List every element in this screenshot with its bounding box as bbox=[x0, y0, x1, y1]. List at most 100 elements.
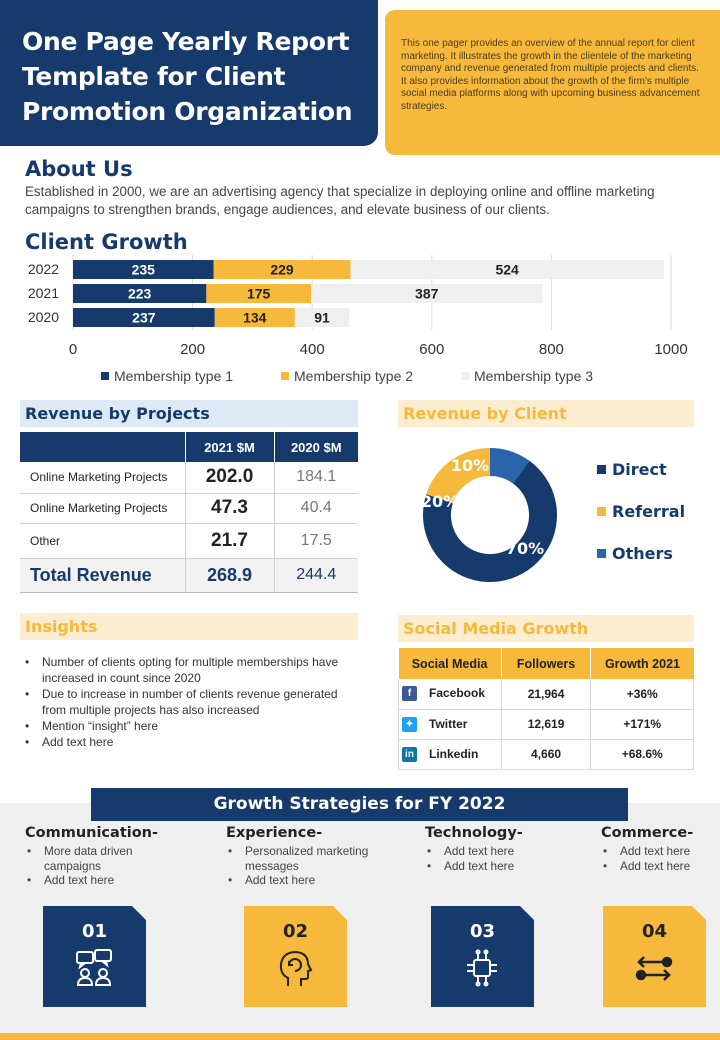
social-table: Social Media Followers Growth 2021 f Face… bbox=[398, 648, 694, 770]
social-title: Social Media Growth bbox=[398, 615, 694, 642]
legend-label: Others bbox=[612, 544, 673, 563]
legend-others: Others bbox=[597, 544, 673, 563]
platform-cell: in Linkedin bbox=[398, 739, 502, 770]
strategy-heading: Technology- bbox=[425, 825, 523, 841]
donut-label: 10% bbox=[451, 456, 489, 475]
x-tick-label: 800 bbox=[539, 341, 564, 358]
x-tick-label: 1000 bbox=[654, 341, 687, 358]
table-row: ✦ Twitter 12,619 +171% bbox=[398, 709, 694, 740]
platform-cell: ✦ Twitter bbox=[398, 709, 502, 740]
bar-segment bbox=[214, 308, 295, 327]
header-banner bbox=[0, 0, 378, 146]
data-label: 134 bbox=[243, 310, 267, 326]
value-2020: 17.5 bbox=[273, 523, 358, 559]
description-panel bbox=[385, 10, 720, 155]
growth-value: +36% bbox=[590, 679, 694, 710]
linkedin-icon[interactable]: in bbox=[402, 746, 417, 762]
donut-label: 20% bbox=[421, 492, 459, 511]
legend-swatch bbox=[281, 372, 289, 380]
exchange-icon bbox=[635, 956, 673, 981]
strategy-heading: Commerce- bbox=[601, 825, 694, 841]
total-2020: 244.4 bbox=[273, 558, 358, 593]
bar-segment bbox=[73, 260, 214, 279]
circuit-icon bbox=[467, 949, 497, 987]
revenue-projects-table: 2021 $M 2020 $M Online Marketing Project… bbox=[20, 432, 358, 593]
row-label: Other bbox=[20, 523, 185, 559]
legend-swatch bbox=[597, 465, 606, 474]
list-item: Number of clients opting for multiple me… bbox=[25, 655, 360, 687]
strategy-box-02: 02 bbox=[244, 906, 347, 1007]
table-header: Growth 2021 bbox=[590, 648, 694, 679]
strategies-title: Growth Strategies for FY 2022 bbox=[91, 788, 628, 821]
bar-segment bbox=[294, 308, 350, 327]
table-header: Social Media bbox=[398, 648, 502, 679]
y-tick-label: 2022 bbox=[28, 261, 59, 277]
strategy-heading: Communication- bbox=[25, 825, 159, 841]
description-text: This one pager provides an overview of t… bbox=[401, 38, 700, 112]
list-item: Add text here bbox=[25, 735, 360, 751]
strategy-number: 04 bbox=[641, 921, 668, 942]
followers-value: 12,619 bbox=[500, 709, 591, 740]
bar-segment bbox=[206, 284, 312, 303]
y-tick-label: 2021 bbox=[28, 285, 59, 301]
legend-label: Membership type 1 bbox=[114, 368, 233, 384]
about-title: About Us bbox=[25, 157, 133, 181]
legend-label: Direct bbox=[612, 460, 667, 479]
head-refresh-icon bbox=[279, 950, 313, 986]
donut-slice bbox=[423, 460, 557, 582]
legend-referral: Referral bbox=[597, 502, 685, 521]
value-2021: 47.3 bbox=[184, 493, 274, 524]
chat-users-icon bbox=[76, 949, 112, 986]
strategy-commerce: Commerce- Add text here Add text here bbox=[601, 825, 716, 873]
strategy-communication: Communication- More data driven campaign… bbox=[25, 825, 195, 888]
twitter-icon[interactable]: ✦ bbox=[402, 716, 417, 732]
row-label: Online Marketing Projects bbox=[20, 462, 185, 494]
bar-segment bbox=[213, 260, 351, 279]
strategy-experience: Experience- Personalized marketing messa… bbox=[226, 825, 396, 888]
list-item: Add text here bbox=[226, 873, 376, 888]
table-header bbox=[20, 432, 185, 462]
data-label: 387 bbox=[415, 286, 439, 302]
y-tick-label: 2020 bbox=[28, 309, 59, 325]
bar-segment bbox=[73, 284, 207, 303]
insights-title: Insights bbox=[20, 613, 358, 640]
table-header: 2021 $M bbox=[184, 432, 274, 462]
strategy-box-01: 01 bbox=[43, 906, 146, 1007]
donut-slice bbox=[489, 448, 530, 484]
strategy-number: 03 bbox=[469, 921, 496, 942]
value-2020: 40.4 bbox=[273, 493, 358, 524]
client-growth-title: Client Growth bbox=[25, 230, 188, 254]
facebook-icon[interactable]: f bbox=[402, 686, 417, 702]
x-tick-label: 0 bbox=[69, 341, 77, 358]
data-label: 229 bbox=[270, 262, 294, 278]
total-2021: 268.9 bbox=[184, 558, 274, 593]
list-item: Add text here bbox=[601, 844, 716, 859]
platform-name: Twitter bbox=[429, 716, 468, 731]
followers-value: 4,660 bbox=[500, 739, 591, 770]
strategy-box-04: 04 bbox=[603, 906, 706, 1007]
list-item: Due to increase in number of clients rev… bbox=[25, 687, 360, 719]
platform-name: Linkedin bbox=[429, 746, 479, 761]
table-row: in Linkedin 4,660 +68.6% bbox=[398, 739, 694, 770]
list-item: Add text here bbox=[425, 859, 575, 874]
followers-value: 21,964 bbox=[500, 679, 591, 710]
list-item: More data driven campaigns bbox=[25, 844, 150, 873]
strategy-number: 01 bbox=[81, 921, 108, 942]
legend-swatch bbox=[101, 372, 109, 380]
legend-label: Membership type 2 bbox=[294, 368, 413, 384]
bottom-strip bbox=[0, 1033, 720, 1040]
legend-swatch bbox=[597, 507, 606, 516]
data-label: 175 bbox=[247, 286, 271, 302]
revenue-client-title: Revenue by Client bbox=[398, 400, 694, 427]
table-row: f Facebook 21,964 +36% bbox=[398, 679, 694, 710]
about-text: Established in 2000, we are an advertisi… bbox=[25, 184, 655, 217]
list-item: Add text here bbox=[425, 844, 575, 859]
growth-value: +68.6% bbox=[590, 739, 694, 770]
list-item: Add text here bbox=[25, 873, 150, 888]
legend-swatch bbox=[597, 549, 606, 558]
list-item: Mention “insight” here bbox=[25, 719, 360, 735]
value-2020: 184.1 bbox=[273, 462, 358, 494]
donut-slice bbox=[426, 448, 491, 504]
table-header: Followers bbox=[500, 648, 591, 679]
bar-segment bbox=[311, 284, 543, 303]
